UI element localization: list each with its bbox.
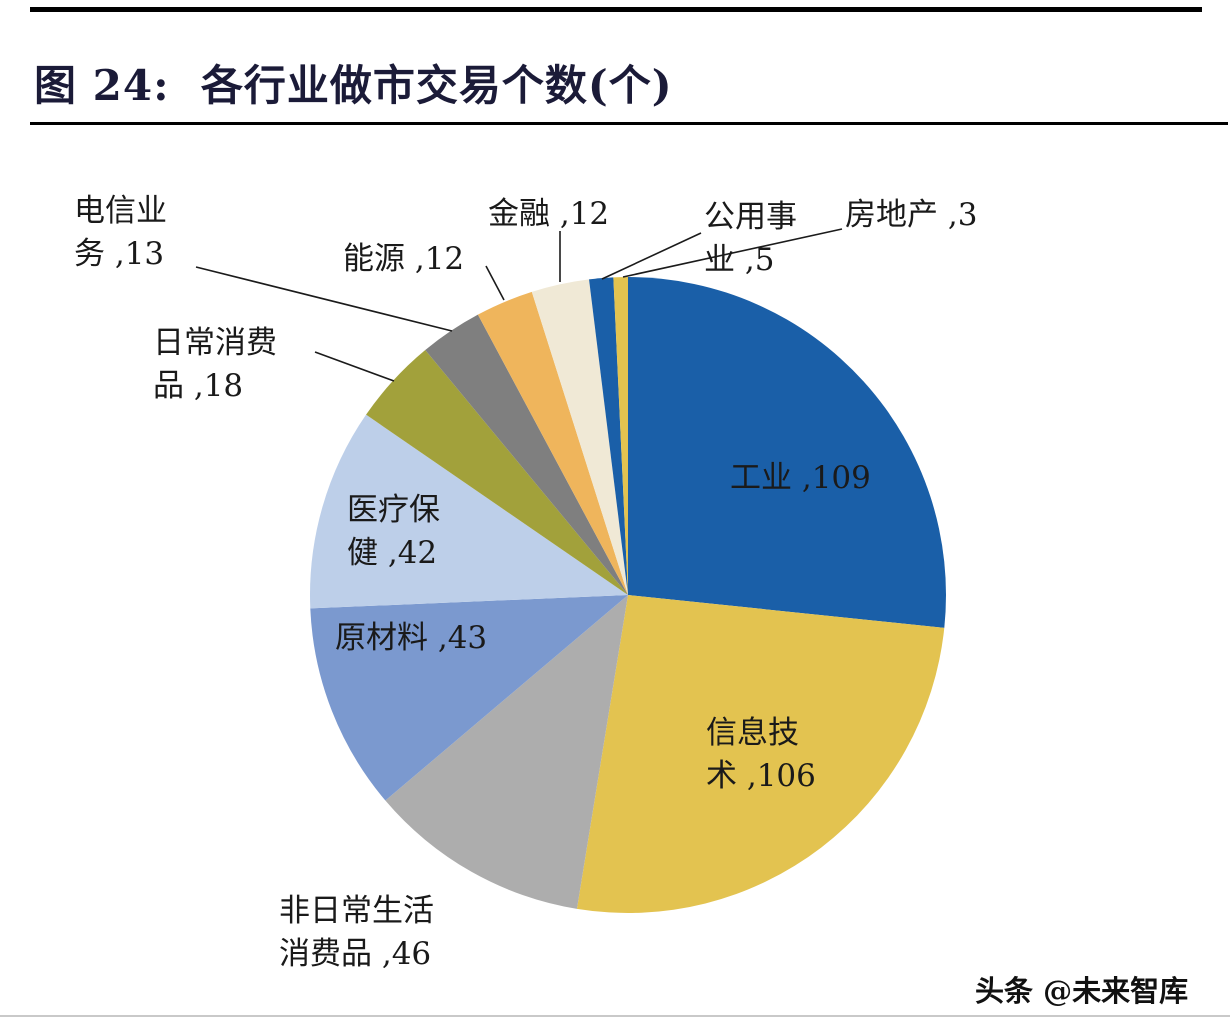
label-finance: 金融 ,12	[488, 196, 610, 232]
label-healthcare: 医疗保 健 ,42	[347, 492, 440, 571]
top-rule	[30, 7, 1202, 12]
pie-slice-energy	[477, 291, 628, 595]
pie-slice-utilities	[589, 277, 628, 595]
pie-slice-consumer-staples	[366, 350, 628, 595]
label-telecom: 电信业 务 ,13	[74, 193, 167, 272]
label-industry: 工业 ,109	[730, 460, 871, 496]
leader-line-energy	[485, 265, 505, 301]
label-utilities: 公用事 业 ,5	[704, 199, 797, 278]
watermark: 头条 @未来智库	[975, 974, 1189, 1008]
bottom-rule	[0, 1015, 1230, 1017]
label-materials: 原材料 ,43	[335, 620, 488, 656]
label-real-estate: 房地产 ,3	[845, 197, 978, 233]
pie-slice-industry	[628, 277, 947, 628]
leader-line-consumer-staples	[314, 351, 395, 382]
label-consumer-staples: 日常消费 品 ,18	[153, 325, 277, 404]
pie-slice-info-tech	[576, 595, 945, 913]
pie-slice-finance	[531, 279, 628, 595]
pie-slice-consumer-discretionary	[385, 595, 628, 909]
pie-slice-real-estate	[613, 277, 628, 595]
leader-line-utilities	[601, 232, 702, 280]
pie-slice-telecom	[425, 314, 628, 595]
pie-slice-healthcare	[310, 414, 628, 609]
pie-slice-materials	[310, 595, 628, 801]
label-info-tech: 信息技 术 ,106	[706, 715, 816, 794]
pie-slices	[310, 277, 947, 913]
figure-title: 图 24: 各行业做市交易个数(个)	[34, 61, 673, 110]
leader-line-telecom	[195, 266, 453, 332]
leader-lines	[195, 228, 843, 382]
leader-line-real-estate	[622, 228, 843, 278]
title-underline	[30, 122, 1228, 125]
label-energy: 能源 ,12	[343, 241, 465, 277]
label-consumer-discretionary: 非日常生活 消费品 ,46	[279, 893, 434, 972]
